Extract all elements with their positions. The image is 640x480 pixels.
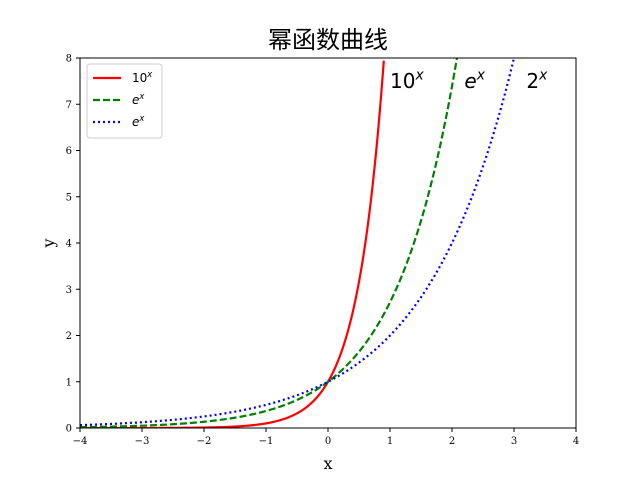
curve-annotations: 10x ex 2x bbox=[390, 68, 548, 93]
x-tick-label: −4 bbox=[73, 436, 88, 447]
y-tick-label: 7 bbox=[66, 100, 72, 111]
x-tick-label: 0 bbox=[325, 436, 331, 447]
y-tick-label: 6 bbox=[66, 146, 72, 157]
y-tick-label: 8 bbox=[66, 54, 72, 65]
x-tick-label: 3 bbox=[511, 436, 517, 447]
x-tick-label: 2 bbox=[449, 436, 455, 447]
y-tick-label: 3 bbox=[66, 285, 72, 296]
annotation-label: 10x bbox=[390, 68, 424, 93]
y-axis-ticks: 0 1 2 3 4 5 6 7 8 bbox=[66, 54, 80, 435]
y-tick-label: 1 bbox=[66, 377, 72, 388]
annotation-label: ex bbox=[464, 68, 485, 93]
series-line-3 bbox=[80, 58, 516, 427]
legend-label-3: ex bbox=[132, 113, 145, 129]
y-tick-label: 5 bbox=[66, 192, 72, 203]
legend-label-2: ex bbox=[132, 91, 145, 107]
x-tick-label: −3 bbox=[135, 436, 150, 447]
legend-box bbox=[86, 63, 163, 139]
legend: 10x ex ex bbox=[86, 63, 163, 139]
x-tick-label: −1 bbox=[259, 436, 274, 447]
chart-title: 幂函数曲线 bbox=[268, 26, 388, 54]
x-tick-label: −2 bbox=[197, 436, 212, 447]
legend-label-1: 10x bbox=[132, 69, 153, 85]
x-tick-label: 4 bbox=[573, 436, 579, 447]
y-tick-label: 2 bbox=[66, 331, 72, 342]
series-line-2 bbox=[80, 58, 459, 428]
x-tick-label: 1 bbox=[387, 436, 393, 447]
y-tick-label: 0 bbox=[66, 424, 72, 435]
x-axis-ticks: −4 −3 −2 −1 0 1 2 3 4 bbox=[73, 428, 579, 447]
y-axis-label: y bbox=[39, 238, 58, 248]
x-axis-label: x bbox=[323, 454, 332, 473]
y-tick-label: 4 bbox=[66, 239, 72, 250]
annotation-label: 2x bbox=[526, 68, 548, 93]
